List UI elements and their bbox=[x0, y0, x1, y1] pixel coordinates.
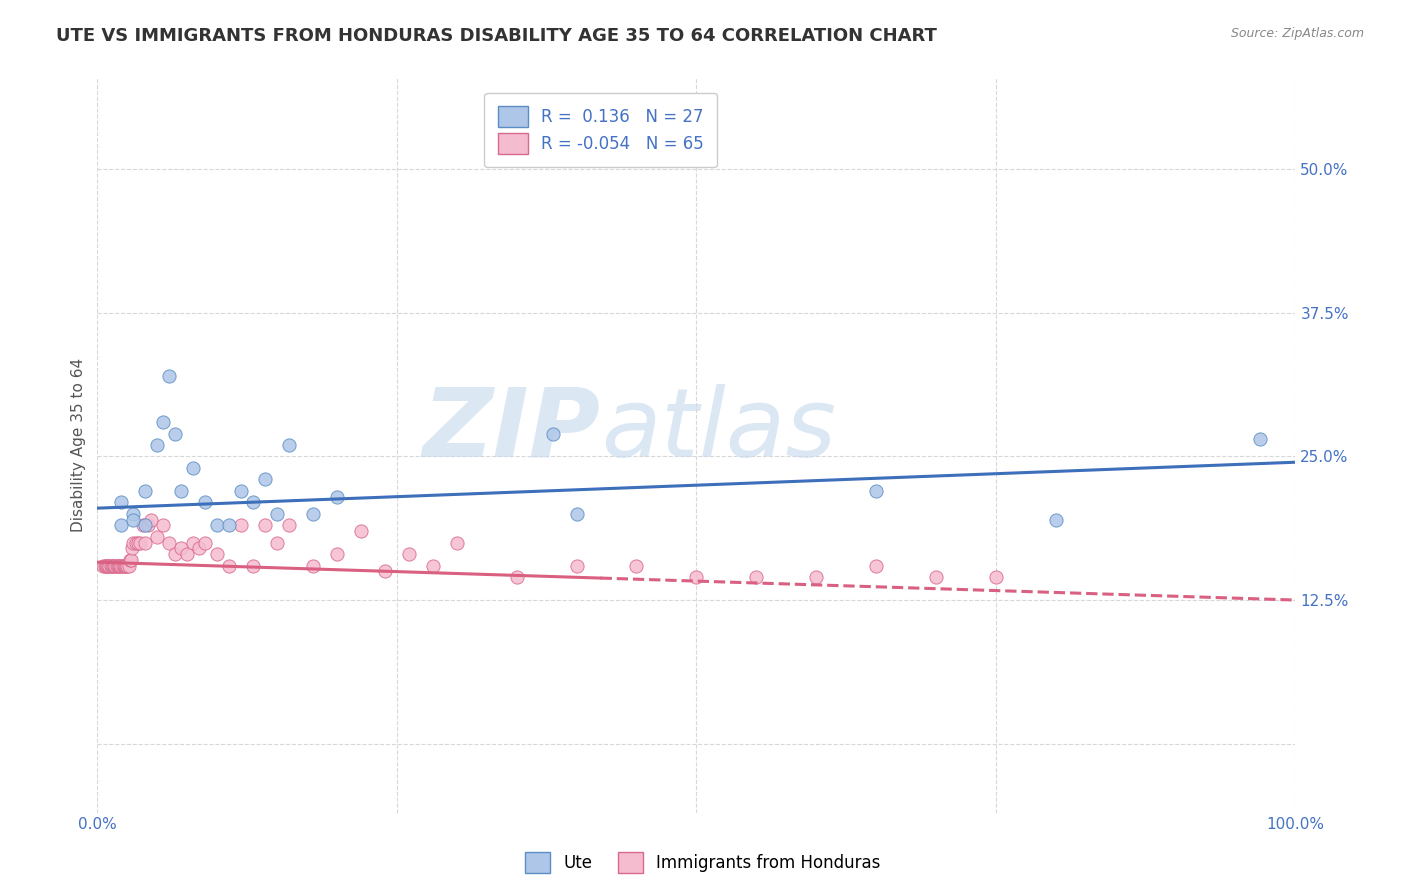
Point bbox=[176, 547, 198, 561]
Point bbox=[254, 518, 277, 533]
Point bbox=[422, 558, 444, 573]
Point bbox=[170, 541, 193, 556]
Point bbox=[117, 558, 139, 573]
Point bbox=[165, 547, 187, 561]
Text: ZIP: ZIP bbox=[423, 384, 600, 477]
Point bbox=[505, 570, 527, 584]
Point bbox=[101, 558, 124, 573]
Point bbox=[806, 570, 828, 584]
Point bbox=[129, 535, 152, 549]
Point bbox=[132, 518, 155, 533]
Point bbox=[242, 495, 264, 509]
Point bbox=[110, 518, 132, 533]
Point bbox=[1045, 513, 1067, 527]
Point bbox=[626, 558, 648, 573]
Point bbox=[127, 535, 149, 549]
Point bbox=[107, 558, 129, 573]
Point bbox=[152, 415, 174, 429]
Point bbox=[565, 558, 588, 573]
Point bbox=[398, 547, 420, 561]
Point bbox=[100, 558, 122, 573]
Point bbox=[125, 535, 148, 549]
Point bbox=[925, 570, 948, 584]
Point bbox=[97, 558, 120, 573]
Point bbox=[565, 507, 588, 521]
Point bbox=[745, 570, 768, 584]
Point bbox=[242, 558, 264, 573]
Point bbox=[108, 558, 131, 573]
Point bbox=[105, 558, 128, 573]
Point bbox=[218, 518, 240, 533]
Point bbox=[115, 558, 138, 573]
Point bbox=[229, 483, 252, 498]
Point bbox=[446, 535, 468, 549]
Point bbox=[205, 547, 228, 561]
Point bbox=[188, 541, 211, 556]
Point bbox=[122, 507, 145, 521]
Point bbox=[108, 558, 131, 573]
Point bbox=[122, 535, 145, 549]
Point bbox=[96, 558, 118, 573]
Point bbox=[100, 558, 122, 573]
Point bbox=[134, 535, 156, 549]
Point bbox=[170, 483, 193, 498]
Point bbox=[112, 558, 135, 573]
Point bbox=[278, 518, 301, 533]
Point bbox=[103, 558, 125, 573]
Point bbox=[326, 490, 349, 504]
Point bbox=[141, 513, 163, 527]
Point bbox=[104, 558, 127, 573]
Point bbox=[117, 558, 139, 573]
Point bbox=[205, 518, 228, 533]
Point bbox=[181, 461, 204, 475]
Point bbox=[146, 438, 169, 452]
Point bbox=[157, 535, 180, 549]
Text: atlas: atlas bbox=[600, 384, 835, 477]
Point bbox=[326, 547, 349, 561]
Point bbox=[229, 518, 252, 533]
Point bbox=[865, 558, 887, 573]
Point bbox=[865, 483, 887, 498]
Point bbox=[984, 570, 1007, 584]
Point bbox=[266, 507, 288, 521]
Point bbox=[114, 558, 136, 573]
Point bbox=[194, 495, 217, 509]
Point bbox=[266, 535, 288, 549]
Point bbox=[374, 565, 396, 579]
Legend: Ute, Immigrants from Honduras: Ute, Immigrants from Honduras bbox=[519, 846, 887, 880]
Point bbox=[134, 518, 156, 533]
Point bbox=[134, 483, 156, 498]
Point bbox=[146, 530, 169, 544]
Point bbox=[1249, 432, 1271, 446]
Point bbox=[181, 535, 204, 549]
Point bbox=[121, 541, 143, 556]
Point bbox=[93, 558, 115, 573]
Point bbox=[302, 558, 325, 573]
Point bbox=[94, 558, 117, 573]
Point bbox=[93, 558, 115, 573]
Point bbox=[110, 558, 132, 573]
Point bbox=[157, 369, 180, 384]
Text: Source: ZipAtlas.com: Source: ZipAtlas.com bbox=[1230, 27, 1364, 40]
Point bbox=[302, 507, 325, 521]
Text: UTE VS IMMIGRANTS FROM HONDURAS DISABILITY AGE 35 TO 64 CORRELATION CHART: UTE VS IMMIGRANTS FROM HONDURAS DISABILI… bbox=[56, 27, 938, 45]
Point bbox=[122, 513, 145, 527]
Point bbox=[152, 518, 174, 533]
Point bbox=[111, 558, 134, 573]
Point bbox=[98, 558, 121, 573]
Legend: R =  0.136   N = 27, R = -0.054   N = 65: R = 0.136 N = 27, R = -0.054 N = 65 bbox=[484, 93, 717, 167]
Point bbox=[120, 553, 142, 567]
Y-axis label: Disability Age 35 to 64: Disability Age 35 to 64 bbox=[72, 358, 86, 532]
Point bbox=[136, 518, 159, 533]
Point bbox=[218, 558, 240, 573]
Point bbox=[165, 426, 187, 441]
Point bbox=[254, 472, 277, 486]
Point bbox=[278, 438, 301, 452]
Point bbox=[194, 535, 217, 549]
Point bbox=[118, 553, 141, 567]
Point bbox=[685, 570, 707, 584]
Point bbox=[110, 495, 132, 509]
Point bbox=[541, 426, 564, 441]
Point bbox=[350, 524, 373, 538]
